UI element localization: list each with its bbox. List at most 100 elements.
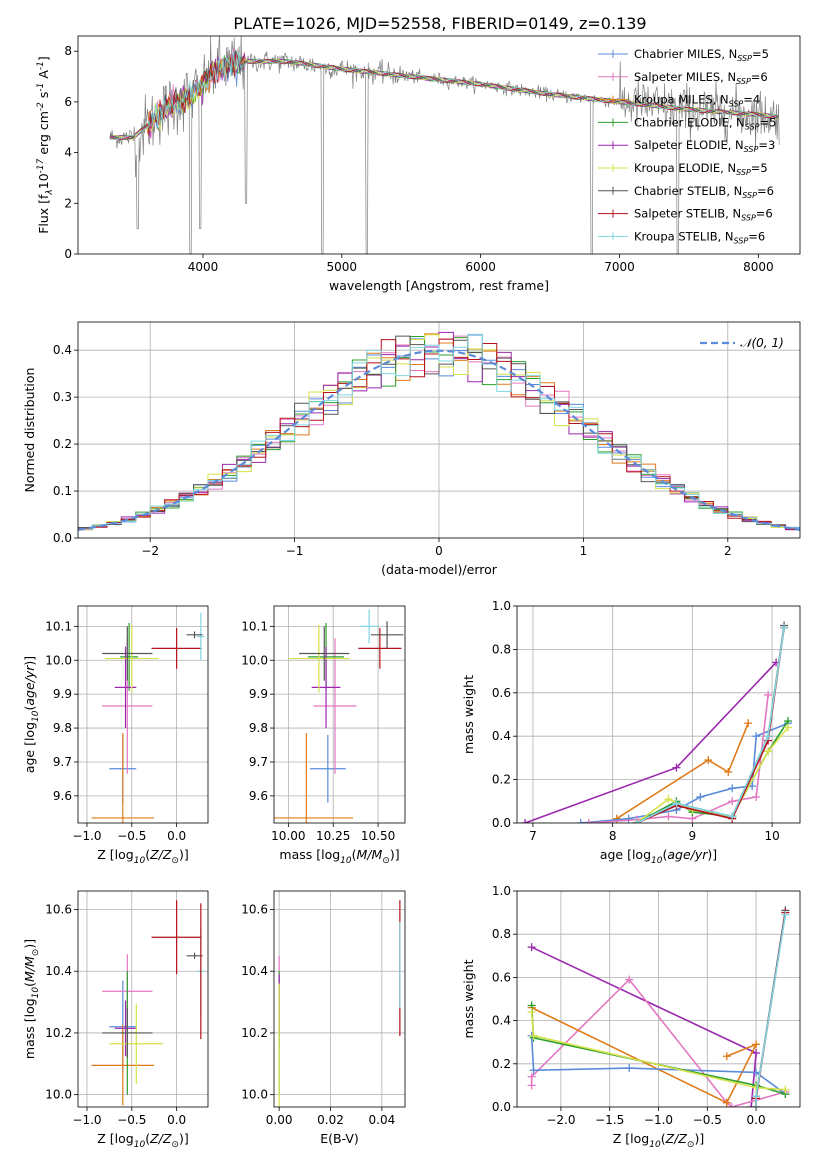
series-line-kroupa_miles <box>531 1006 758 1104</box>
y-tick-label: 0.8 <box>492 642 511 656</box>
x-tick-label: −1.0 <box>72 1113 101 1127</box>
plot-layer: 4000 5000 6000 7000 8000 0 2 4 6 8 wavelength [Ang… <box>22 35 801 1150</box>
series-marker-kroupa_stelib <box>780 623 789 632</box>
y-tick-label: 10.0 <box>241 1088 268 1102</box>
plot-area <box>109 36 780 254</box>
x-tick-label: −1.5 <box>595 1113 624 1127</box>
y-tick-label: 0.3 <box>53 390 72 404</box>
x-tick-label: 0.0 <box>167 1113 186 1127</box>
x-tick-label: 1 <box>580 544 588 558</box>
series-marker-kroupa_miles <box>744 719 753 728</box>
series-marker-kroupa_stelib <box>752 1092 761 1101</box>
series-line-chabrier_stelib <box>636 625 785 823</box>
x-tick-label: 0.04 <box>369 1113 396 1127</box>
legend-label-kroupa_stelib: Kroupa STELIB, NSSP=6 <box>634 229 765 245</box>
y-tick-label: 9.6 <box>249 789 268 803</box>
x-tick-label: 0.0 <box>747 1113 766 1127</box>
x-tick-label: −2.0 <box>546 1113 575 1127</box>
axes-frame <box>273 605 406 824</box>
panel-weight_vs_age: 7 8 9 10 0.0 0.2 0.4 0.6 0.8 1.0 age [log10​(age/y… <box>461 599 801 866</box>
y-tick-label: 0.2 <box>492 1057 511 1071</box>
x-axis-label: mass [log10​(M/M⊙​)] <box>279 847 399 866</box>
y-tick-label: 9.8 <box>53 721 72 735</box>
series-marker-kroupa_elodie <box>764 747 773 756</box>
y-axis-label: Normed distribution <box>22 368 37 493</box>
series-marker-salpeter_miles <box>625 975 634 984</box>
series-line-kroupa_elodie <box>530 1011 786 1091</box>
series-marker-chabrier_miles <box>529 1066 538 1075</box>
plot-area <box>517 891 800 1107</box>
x-tick-label: 0.0 <box>167 829 186 843</box>
axes-frame <box>516 890 801 1108</box>
legend-label-chabrier_miles: Chabrier MILES, NSSP=5 <box>634 47 769 63</box>
series-line-salpeter_elodie <box>524 661 777 823</box>
model-spectrum-line-kroupa_elodie <box>109 55 779 140</box>
y-axis-label: age [log10​(age/yr)] <box>22 656 41 773</box>
plot-area <box>274 891 405 1107</box>
series-marker-kroupa_elodie <box>784 723 793 732</box>
x-axis-label: age [log10​(age/yr)] <box>600 847 717 866</box>
series-line-salpeter_elodie <box>531 946 757 1107</box>
series-marker-kroupa_elodie <box>664 795 673 804</box>
panel-age_vs_Z: −1.0 −0.5 0.0 9.6 9.7 9.8 9.9 10.0 10.1 Z [log10​… <box>22 605 209 866</box>
axes-frame <box>516 605 801 824</box>
x-axis-label: Z [log10​(Z/Z⊙​)] <box>97 847 188 866</box>
series-marker-salpeter_elodie <box>527 943 536 952</box>
y-tick-label: 0.0 <box>53 531 72 545</box>
normal-distribution-curve <box>78 349 800 531</box>
series-marker-salpeter_elodie <box>752 1049 761 1057</box>
x-tick-label: 0.02 <box>317 1113 344 1127</box>
legend-label-salpeter_stelib: Salpeter STELIB, NSSP=6 <box>634 207 773 223</box>
x-axis-label: E(B-V) <box>320 1131 359 1146</box>
y-axis-label: Flux [fλ​10-17​ erg cm-2​ s-1​ A-1​] <box>36 56 55 234</box>
y-tick-label: 1.0 <box>492 884 511 898</box>
series-marker-kroupa_miles <box>724 768 733 777</box>
x-tick-label: −2 <box>141 544 159 558</box>
series-marker-salpeter_miles <box>728 797 737 806</box>
x-tick-label: 8 <box>609 829 617 843</box>
panel-residuals: −2 −1 0 1 2 0.0 0.1 0.2 0.3 0.4 (data-model)/error… <box>22 321 801 577</box>
y-tick-label: 9.9 <box>249 687 268 701</box>
y-tick-label: 6 <box>64 95 72 109</box>
x-axis-label: wavelength [Angstrom, rest frame] <box>329 278 549 293</box>
y-tick-label: 10.1 <box>241 619 268 633</box>
series-marker-kroupa_miles <box>722 1052 731 1061</box>
y-tick-label: 0.4 <box>492 729 511 743</box>
x-tick-label: 6000 <box>465 260 496 274</box>
x-tick-label: 10 <box>764 829 779 843</box>
series-marker-kroupa_stelib <box>672 799 681 808</box>
series-marker-salpeter_miles <box>752 792 761 801</box>
y-tick-label: 10.0 <box>45 1088 72 1102</box>
series-marker-kroupa_elodie <box>529 1031 538 1040</box>
y-tick-label: 9.7 <box>53 755 72 769</box>
figure-title: PLATE=1026, MJD=52558, FIBERID=0149, z=0… <box>233 14 646 33</box>
panel-mass_vs_ebv: 0.00 0.02 0.04 10.0 10.2 10.4 10.6 E(B-V) <box>241 890 406 1146</box>
y-tick-label: 10.0 <box>241 653 268 667</box>
y-tick-label: 10.2 <box>45 1026 72 1040</box>
series-marker-salpeter_miles <box>764 690 773 699</box>
x-tick-label: −1 <box>286 544 304 558</box>
series-marker-kroupa_miles <box>752 1040 761 1049</box>
axes-frame <box>77 321 801 539</box>
y-tick-label: 4 <box>64 146 72 160</box>
axes-frame <box>77 35 801 255</box>
series-line-kroupa_stelib <box>755 914 787 1107</box>
series-marker-kroupa_stelib <box>728 812 737 821</box>
y-tick-label: 0 <box>64 247 72 261</box>
series-marker-kroupa_elodie <box>527 1007 536 1016</box>
series-marker-chabrier_miles <box>696 792 705 801</box>
series-marker-kroupa_elodie <box>781 1085 790 1094</box>
x-tick-label: 8000 <box>743 260 774 274</box>
series-marker-chabrier_miles <box>728 784 737 793</box>
x-tick-label: 7 <box>529 829 537 843</box>
y-tick-label: 10.2 <box>241 1026 268 1040</box>
y-axis-label: mass [log10​(M/M⊙​)] <box>22 939 41 1059</box>
series-marker-kroupa_stelib <box>764 732 773 741</box>
y-tick-label: 0.2 <box>492 773 511 787</box>
y-tick-label: 0.4 <box>492 1014 511 1028</box>
x-tick-label: −0.5 <box>117 829 146 843</box>
y-tick-label: 9.8 <box>249 721 268 735</box>
series-marker-chabrier_miles <box>576 819 585 823</box>
series-marker-chabrier_miles <box>624 814 633 823</box>
